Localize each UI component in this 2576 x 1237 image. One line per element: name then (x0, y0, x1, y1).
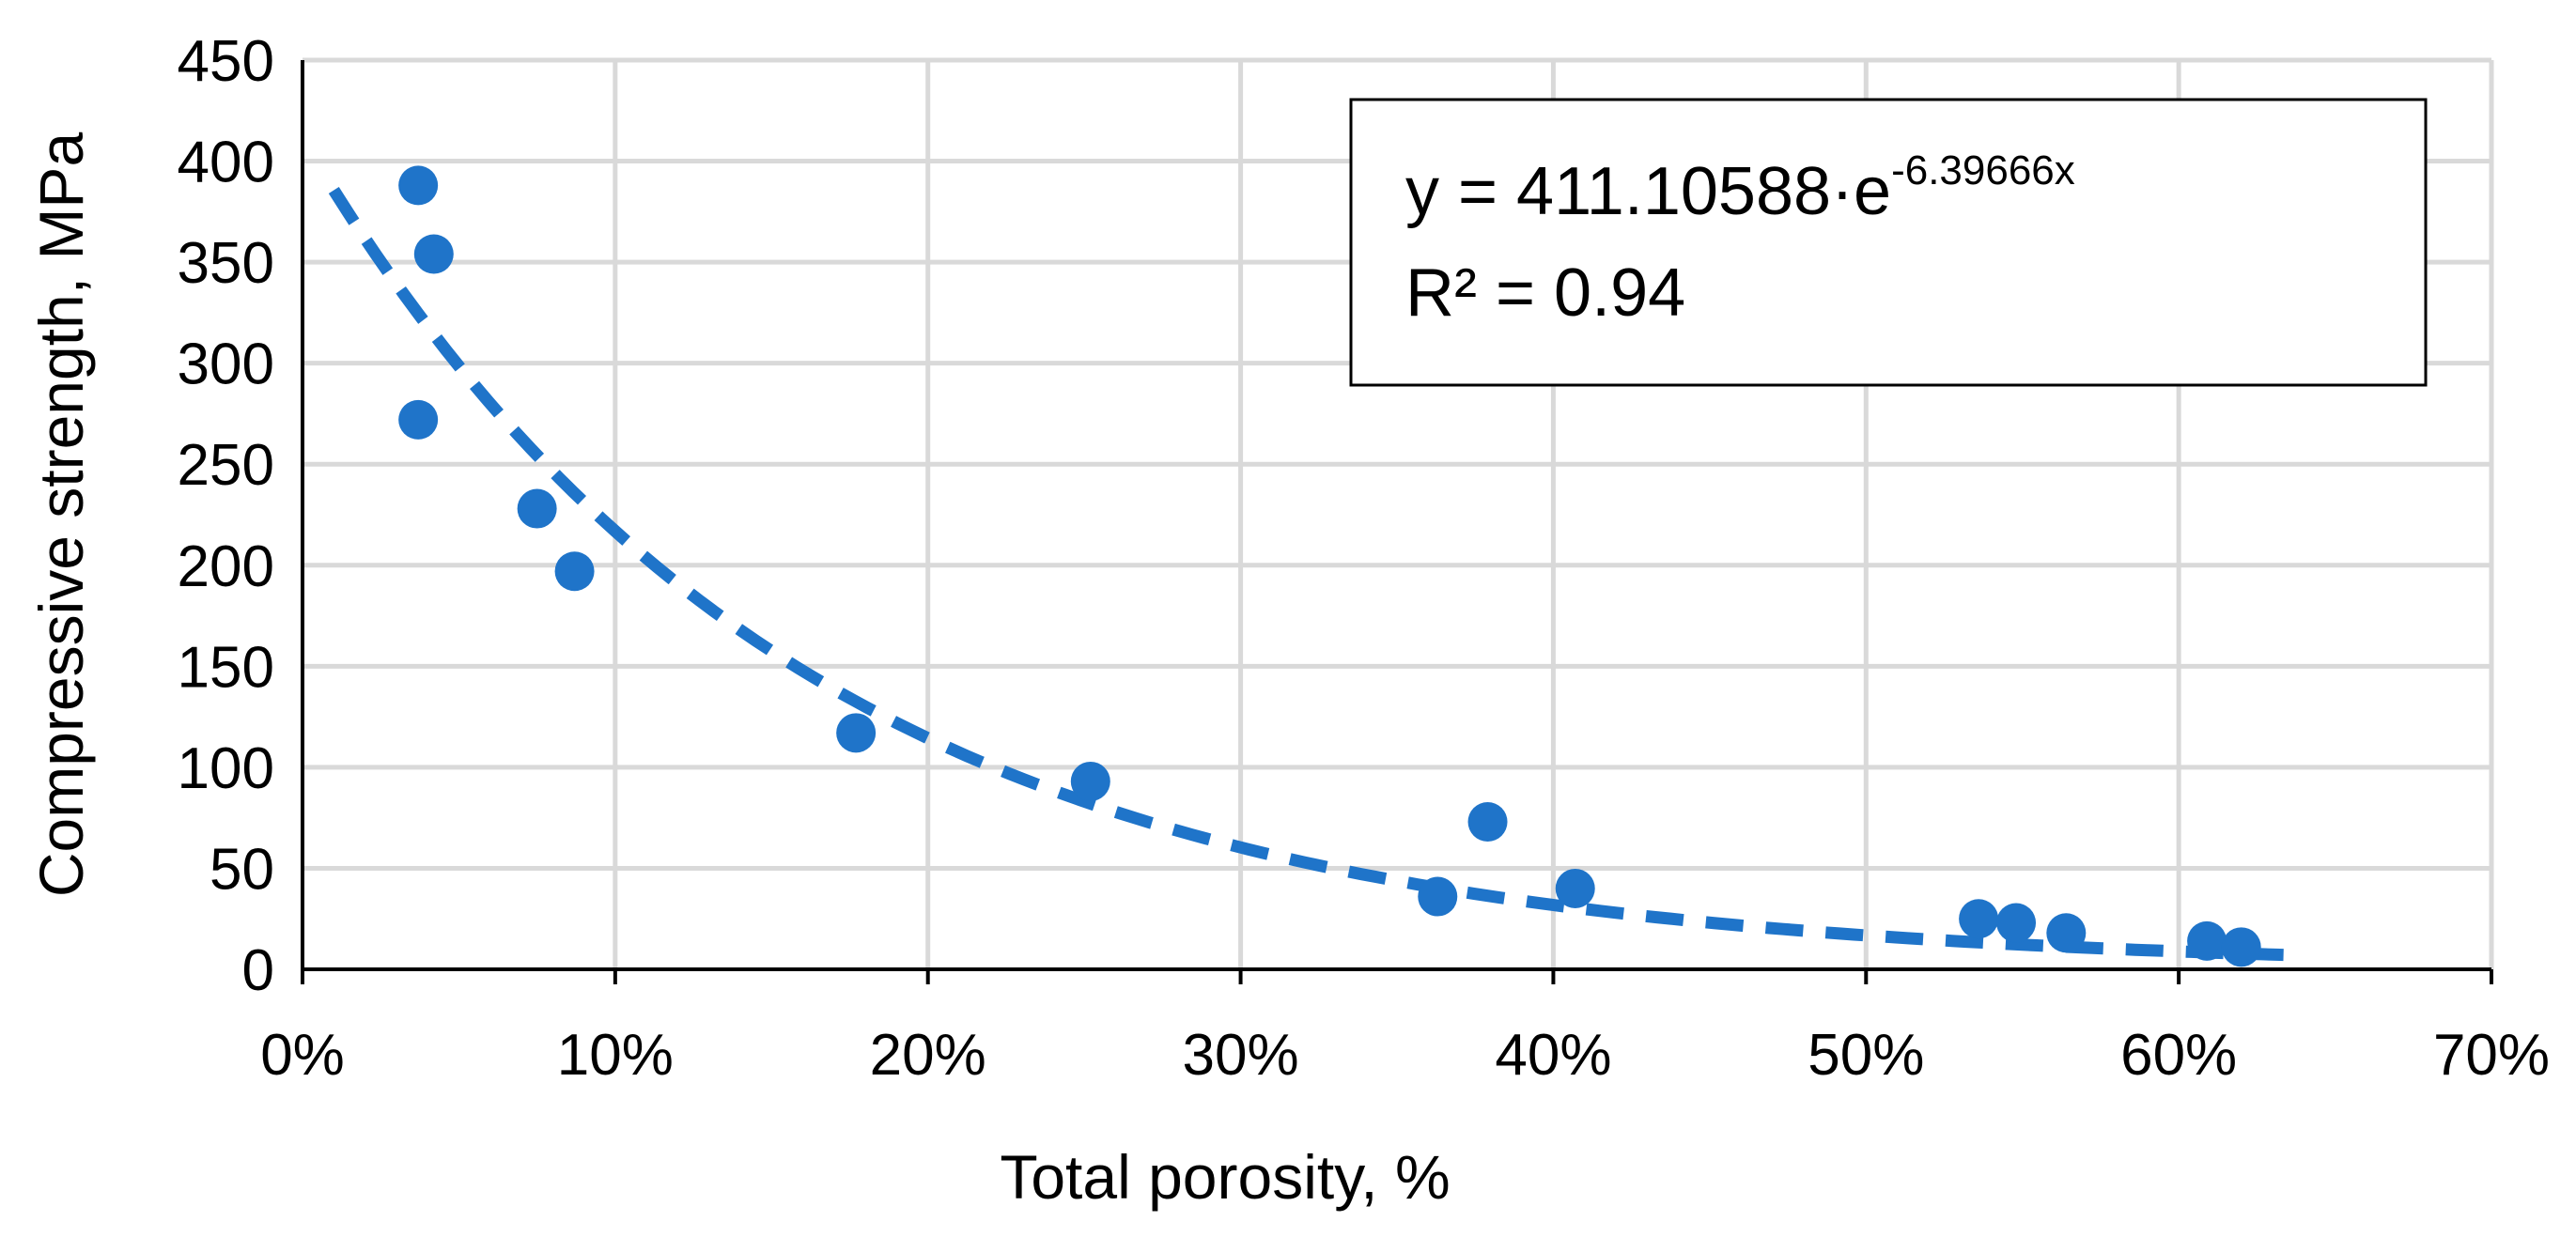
x-tick-label: 60% (2120, 1023, 2237, 1088)
data-point (398, 399, 439, 440)
data-point (1418, 876, 1458, 917)
equation-exponent: -6.39666x (1891, 147, 2075, 193)
x-tick-label: 70% (2433, 1023, 2550, 1088)
y-tick-label: 300 (178, 332, 274, 397)
y-tick-label: 250 (178, 433, 274, 498)
y-tick-label: 450 (178, 29, 274, 94)
y-tick-label: 0 (242, 938, 274, 1003)
y-tick-label: 150 (178, 635, 274, 700)
data-point (517, 488, 557, 529)
x-tick-label: 10% (557, 1023, 674, 1088)
data-point (2221, 927, 2261, 967)
x-tick-label: 30% (1183, 1023, 1299, 1088)
data-point (2046, 913, 2087, 953)
data-point (1996, 903, 2037, 943)
equation-box-frame (1349, 98, 2428, 387)
equation-main: y = 411.10588·e (1405, 154, 1891, 229)
tick-labels: 0% 10% 20% 30% 40% 50% 60% 70% 0 50 100 150 200 250 30… (178, 29, 2551, 1088)
trendline-group (328, 187, 2304, 962)
data-point (413, 234, 454, 274)
data-points (398, 165, 2261, 967)
data-point (554, 551, 595, 592)
data-point (836, 713, 877, 753)
equation-text: y = 411.10588·e-6.39666x (1405, 147, 2075, 229)
y-tick-label: 200 (178, 534, 274, 599)
data-point (1959, 899, 1999, 939)
trendline (328, 187, 2304, 962)
data-point (398, 165, 439, 206)
x-tick-label: 0% (260, 1023, 345, 1088)
data-point (2187, 920, 2227, 961)
x-tick-label: 20% (870, 1023, 986, 1088)
data-point (1467, 801, 1508, 842)
x-tick-label: 50% (1808, 1023, 1924, 1088)
x-axis-title: Total porosity, % (1000, 1142, 1450, 1212)
equation-box: y = 411.10588·e-6.39666x R² = 0.94 (1349, 98, 2428, 387)
y-tick-label: 400 (178, 131, 274, 195)
x-tick-label: 40% (1495, 1023, 1611, 1088)
y-axis-title: Compressive strength, MPa (26, 132, 96, 898)
axes (301, 60, 2493, 984)
data-point (1070, 761, 1110, 801)
r-squared-text: R² = 0.94 (1405, 255, 1685, 331)
data-point (1555, 868, 1595, 908)
y-tick-label: 50 (209, 837, 274, 902)
y-tick-label: 100 (178, 736, 274, 801)
y-tick-label: 350 (178, 231, 274, 296)
